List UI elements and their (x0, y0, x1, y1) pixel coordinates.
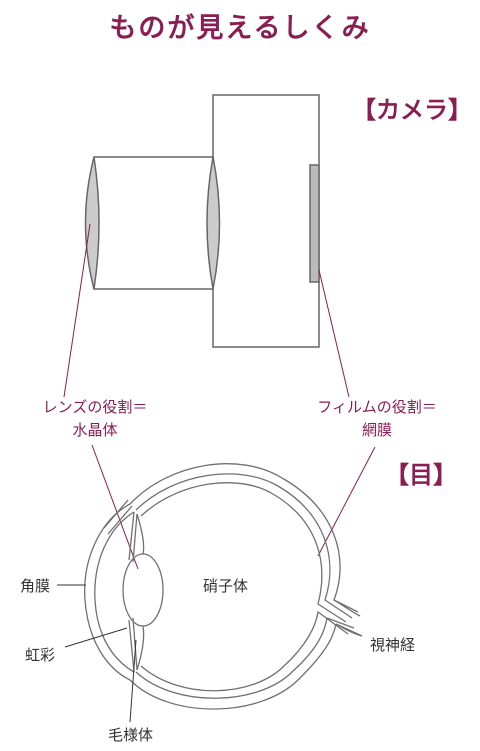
part-leaders (57, 584, 137, 723)
film-leader-line (318, 269, 350, 398)
eye-crystalline-lens (122, 553, 164, 627)
camera-heading: 【カメラ】 (352, 95, 472, 124)
eye-ciliary-lower (136, 625, 145, 671)
cornea-label: 角膜 (20, 577, 51, 595)
ciliary-leader-line (129, 639, 137, 723)
film-role-line2: 網膜 (361, 421, 392, 439)
lens-role-label: レンズの役割＝ 水晶体 (20, 396, 170, 442)
lens-role-line1: レンズの役割＝ (42, 398, 148, 416)
page-title: ものが見えるしくみ (109, 13, 371, 44)
camera-drawing (84, 94, 320, 348)
camera-body (212, 94, 320, 348)
vitreous-label: 硝子体 (203, 577, 249, 595)
eye-iris-upper (128, 511, 138, 563)
optic-nerve-label: 視神経 (370, 636, 416, 654)
eye-retina (140, 482, 349, 692)
eye-iris-lower (128, 617, 138, 673)
camera-film (309, 164, 320, 283)
camera-rear-lens (206, 156, 221, 290)
eye-cornea-inner (94, 511, 135, 673)
eye-choroid (135, 473, 355, 699)
camera-barrel (93, 156, 214, 290)
eye-heading: 【目】 (385, 460, 457, 489)
lens-role-line2: 水晶体 (72, 421, 118, 439)
eye-drawing (84, 463, 363, 710)
camera-front-lens (84, 156, 100, 290)
role-leaders (63, 223, 376, 570)
ciliary-body-label: 毛様体 (108, 726, 154, 744)
retina-leader-line (317, 446, 376, 557)
iris-label: 虹彩 (25, 646, 56, 664)
eye-ciliary-upper (136, 513, 145, 555)
optic-nerve (333, 599, 363, 637)
iris-leader-line (64, 627, 128, 648)
lens-leader-line (63, 223, 91, 398)
eyelid-top (103, 499, 133, 535)
film-role-label: フィルムの役割＝ 網膜 (296, 396, 458, 442)
film-role-line1: フィルムの役割＝ (317, 398, 437, 416)
